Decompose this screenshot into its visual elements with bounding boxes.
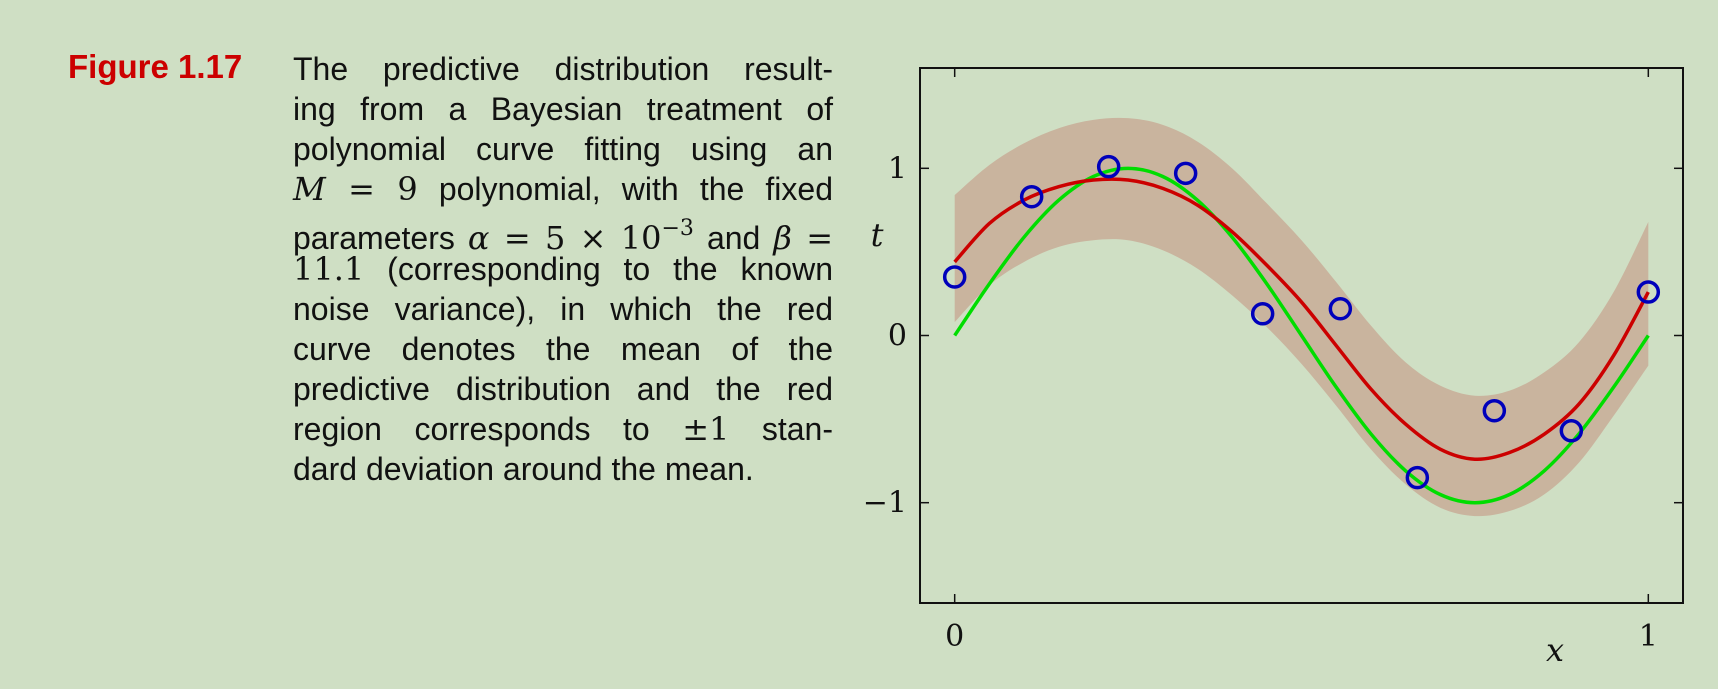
caption-line: 11.1 (corresponding to the known (293, 249, 833, 289)
data-point (1019, 184, 1044, 209)
x-tick-label: 1 (1639, 619, 1658, 654)
caption-line: The predictive distribution result- (293, 49, 833, 89)
data-point (1328, 297, 1353, 321)
data-point (1173, 161, 1198, 186)
data-point (1482, 398, 1507, 423)
caption-text: noise variance), in which the red (293, 291, 833, 327)
caption-text: curve denotes the mean of the (293, 331, 833, 367)
std-band-layer (954, 117, 1649, 517)
caption-line: dard deviation around the mean. (293, 449, 833, 489)
data-point (1096, 154, 1121, 179)
tick-layer: 0 1 −1 0 1 (863, 68, 1683, 654)
figure-caption: The predictive distribution result-ing f… (293, 49, 833, 489)
std-deviation-band (954, 117, 1649, 517)
caption-text: polynomial curve fitting using an (293, 131, 833, 167)
caption-text: β (773, 219, 792, 257)
x-tick-label: 0 (945, 619, 964, 654)
caption-text: −3 (661, 216, 694, 241)
caption-text: α (467, 219, 490, 257)
data-point (1405, 465, 1430, 490)
data-point-layer (942, 154, 1661, 490)
curve-layer (953, 166, 1650, 505)
y-tick-label: 1 (888, 151, 907, 186)
caption-text: ing from a Bayesian treatment of (293, 91, 833, 127)
caption-line: polynomial curve fitting using an (293, 129, 833, 169)
caption-line: M = 9 polynomial, with the fixed (293, 169, 833, 209)
caption-text: polynomial, with the fixed (417, 171, 833, 207)
caption-text: 11.1 (293, 250, 365, 288)
caption-line: curve denotes the mean of the (293, 329, 833, 369)
caption-text: The predictive distribution result- (293, 51, 833, 87)
caption-text: region corresponds to (293, 411, 683, 447)
caption-text: = 5 × 10 (489, 219, 662, 257)
caption-line: parameters α = 5 × 10−3 and β = (293, 209, 833, 257)
data-point (1636, 280, 1661, 304)
data-point (1250, 302, 1275, 326)
caption-text: = (791, 219, 834, 257)
caption-text: = 9 (325, 170, 418, 208)
predictive-mean-curve (953, 177, 1650, 462)
figure-label: Figure 1.17 (68, 48, 243, 85)
caption-text: (corresponding to the known (364, 251, 833, 287)
data-point (1559, 419, 1584, 443)
caption-text: dard deviation around the mean. (293, 451, 754, 487)
caption-text: and (693, 220, 774, 256)
caption-text: ±1 (682, 410, 730, 448)
caption-text: M (293, 170, 326, 208)
y-tick-label: −1 (863, 486, 907, 521)
caption-text: predictive distribution and the red (293, 371, 833, 407)
caption-line: ing from a Bayesian treatment of (293, 89, 833, 129)
data-point (942, 265, 967, 289)
caption-text: parameters (293, 220, 468, 256)
x-axis-label: x (1546, 631, 1564, 669)
true-function-curve (953, 166, 1650, 505)
caption-line: region corresponds to ±1 stan- (293, 409, 833, 449)
y-tick-label: 0 (888, 319, 907, 354)
y-axis-label: t (871, 216, 884, 254)
caption-text: stan- (729, 411, 834, 447)
caption-line: noise variance), in which the red (293, 289, 833, 329)
caption-line: predictive distribution and the red (293, 369, 833, 409)
